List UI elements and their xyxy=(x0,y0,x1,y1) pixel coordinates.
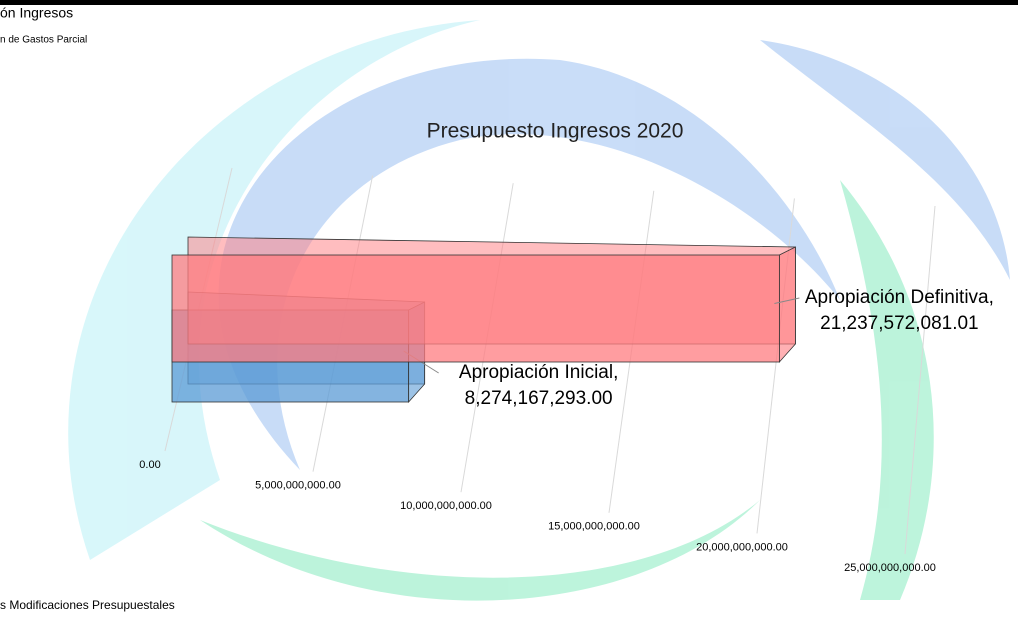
data-label: 8,274,167,293.00 xyxy=(465,388,613,409)
page-subtitle: n de Gastos Parcial xyxy=(0,35,87,46)
x-tick-label: 10,000,000,000.00 xyxy=(400,500,492,512)
data-label: 21,237,572,081.01 xyxy=(820,313,979,334)
grid-line xyxy=(904,205,936,555)
x-tick-label: 25,000,000,000.00 xyxy=(844,562,936,574)
x-tick-label: 0.00 xyxy=(139,459,160,471)
x-tick-label: 20,000,000,000.00 xyxy=(696,541,788,553)
data-label-category: Apropiación Definitiva, xyxy=(805,287,994,308)
chart-title: Presupuesto Ingresos 2020 xyxy=(427,120,684,143)
page-title: ón Ingresos xyxy=(0,5,73,21)
bar-group xyxy=(171,236,796,364)
page-footer: s Modificaciones Presupuestales xyxy=(0,598,175,612)
label-leader xyxy=(774,297,800,304)
bar xyxy=(171,254,780,363)
x-tick-label: 5,000,000,000.00 xyxy=(255,480,341,492)
top-bar xyxy=(0,0,1018,5)
data-label-category: Apropiación Inicial, xyxy=(459,362,618,383)
x-tick-label: 15,000,000,000.00 xyxy=(548,521,640,533)
bar-end xyxy=(778,246,796,364)
